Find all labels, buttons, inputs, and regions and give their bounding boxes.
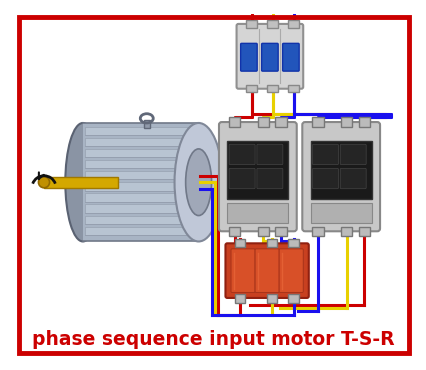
Bar	[84, 194, 196, 202]
Bar	[84, 149, 196, 157]
FancyBboxPatch shape	[266, 85, 278, 92]
Bar	[84, 227, 196, 235]
Bar	[227, 203, 288, 223]
FancyBboxPatch shape	[229, 168, 254, 189]
FancyBboxPatch shape	[267, 294, 276, 303]
Bar	[84, 160, 196, 168]
FancyBboxPatch shape	[257, 227, 268, 236]
FancyBboxPatch shape	[234, 294, 245, 303]
FancyBboxPatch shape	[340, 168, 366, 189]
FancyBboxPatch shape	[267, 239, 276, 247]
FancyBboxPatch shape	[256, 168, 282, 189]
FancyBboxPatch shape	[275, 227, 286, 236]
Ellipse shape	[174, 123, 222, 242]
FancyBboxPatch shape	[234, 239, 245, 247]
Bar	[227, 141, 288, 199]
Bar	[83, 123, 198, 242]
Bar	[44, 176, 118, 188]
Ellipse shape	[65, 123, 100, 242]
Bar	[84, 138, 196, 146]
Bar	[144, 120, 149, 128]
FancyBboxPatch shape	[312, 144, 338, 165]
Bar	[84, 216, 196, 224]
FancyBboxPatch shape	[261, 43, 277, 71]
FancyBboxPatch shape	[229, 227, 240, 236]
FancyBboxPatch shape	[245, 20, 257, 28]
FancyBboxPatch shape	[312, 117, 323, 127]
FancyBboxPatch shape	[240, 43, 256, 71]
FancyBboxPatch shape	[257, 117, 268, 127]
FancyBboxPatch shape	[358, 117, 369, 127]
Bar	[310, 141, 371, 199]
FancyBboxPatch shape	[340, 117, 351, 127]
FancyBboxPatch shape	[287, 85, 299, 92]
FancyBboxPatch shape	[288, 239, 298, 247]
FancyBboxPatch shape	[254, 249, 279, 292]
Text: phase sequence input motor T-S-R: phase sequence input motor T-S-R	[32, 330, 394, 349]
FancyBboxPatch shape	[340, 227, 351, 236]
FancyBboxPatch shape	[245, 85, 257, 92]
Bar	[84, 182, 196, 191]
Bar	[84, 205, 196, 213]
FancyBboxPatch shape	[288, 294, 298, 303]
FancyBboxPatch shape	[312, 168, 338, 189]
FancyBboxPatch shape	[340, 144, 366, 165]
FancyBboxPatch shape	[302, 122, 379, 231]
FancyBboxPatch shape	[287, 20, 299, 28]
FancyBboxPatch shape	[279, 249, 302, 292]
Ellipse shape	[185, 149, 211, 216]
FancyBboxPatch shape	[225, 243, 308, 298]
FancyBboxPatch shape	[282, 43, 299, 71]
Bar	[84, 171, 196, 179]
Ellipse shape	[38, 176, 49, 188]
Bar	[84, 127, 196, 135]
FancyBboxPatch shape	[266, 20, 278, 28]
FancyBboxPatch shape	[219, 122, 296, 231]
FancyBboxPatch shape	[256, 144, 282, 165]
FancyBboxPatch shape	[229, 117, 240, 127]
FancyBboxPatch shape	[312, 227, 323, 236]
FancyBboxPatch shape	[230, 249, 254, 292]
FancyBboxPatch shape	[275, 117, 286, 127]
FancyBboxPatch shape	[358, 227, 369, 236]
FancyBboxPatch shape	[236, 24, 302, 89]
FancyBboxPatch shape	[229, 144, 254, 165]
Bar	[310, 203, 371, 223]
